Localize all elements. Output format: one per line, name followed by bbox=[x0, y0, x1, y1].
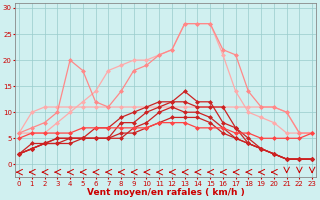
X-axis label: Vent moyen/en rafales ( km/h ): Vent moyen/en rafales ( km/h ) bbox=[87, 188, 244, 197]
